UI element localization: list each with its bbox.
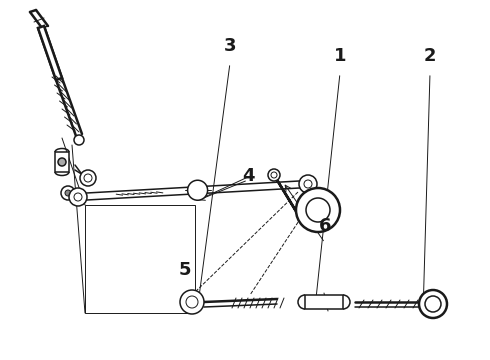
Text: 6: 6	[319, 217, 331, 235]
Circle shape	[419, 290, 447, 318]
Circle shape	[84, 174, 92, 182]
Text: 2: 2	[424, 47, 436, 65]
Circle shape	[186, 296, 198, 308]
Circle shape	[268, 169, 280, 181]
Circle shape	[304, 180, 312, 188]
Polygon shape	[272, 172, 304, 224]
Text: 3: 3	[224, 37, 236, 55]
Bar	[85, 205, 195, 313]
Bar	[55, 152, 69, 172]
Bar	[305, 295, 343, 309]
Circle shape	[425, 296, 441, 312]
Text: 4: 4	[242, 167, 254, 185]
Circle shape	[188, 180, 208, 200]
Circle shape	[299, 175, 317, 193]
Circle shape	[61, 186, 75, 200]
Circle shape	[74, 135, 84, 145]
Circle shape	[271, 172, 277, 178]
Circle shape	[306, 198, 330, 222]
Circle shape	[74, 193, 82, 201]
Circle shape	[58, 158, 66, 166]
Text: 1: 1	[334, 47, 346, 65]
Circle shape	[180, 290, 204, 314]
Circle shape	[296, 188, 340, 232]
Text: 5: 5	[179, 261, 191, 279]
Circle shape	[65, 190, 71, 196]
Polygon shape	[38, 26, 62, 80]
Circle shape	[80, 170, 96, 186]
Circle shape	[69, 188, 87, 206]
